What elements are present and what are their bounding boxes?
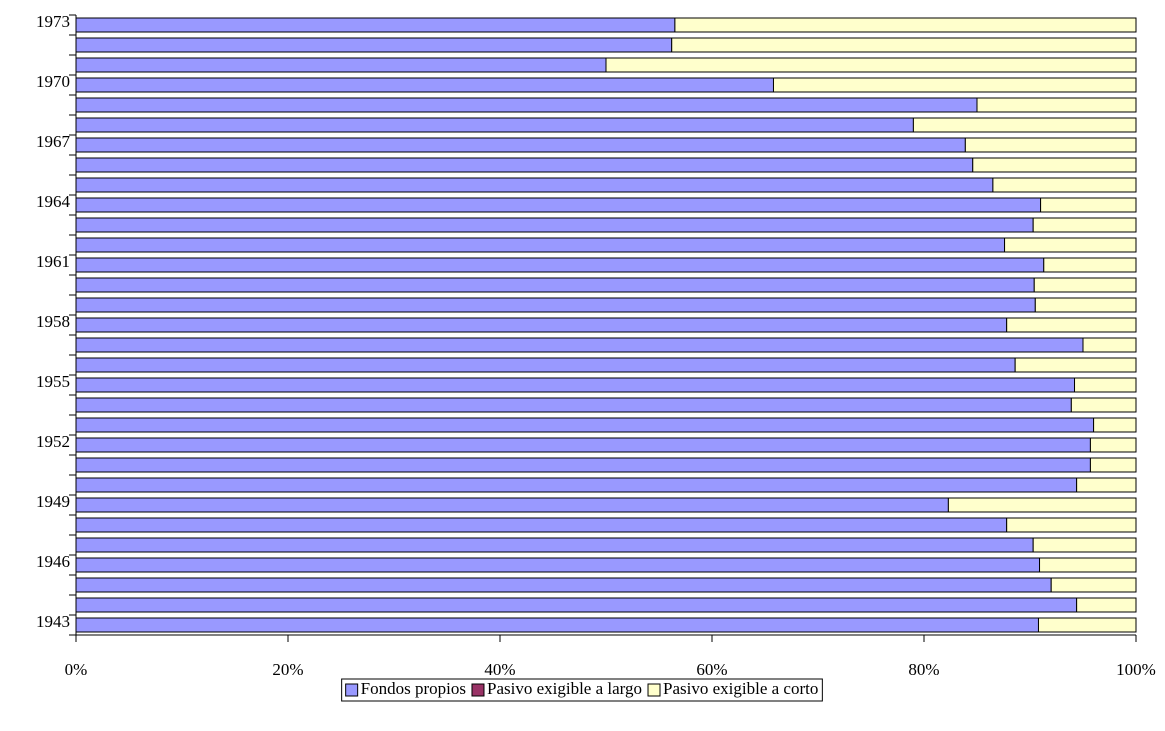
bar-segment xyxy=(605,57,1137,73)
bar-segment xyxy=(912,117,1137,133)
bar-segment xyxy=(1093,417,1137,433)
legend-box xyxy=(341,678,823,702)
bar-segment xyxy=(75,177,994,193)
bar-segment xyxy=(1089,437,1137,453)
bar-segment xyxy=(1076,477,1137,493)
legend-label: Fondos propios xyxy=(361,679,466,698)
bar-segment xyxy=(75,57,607,73)
bar-segment xyxy=(1050,577,1137,593)
y-tick-label: 1967 xyxy=(36,132,71,151)
bar-segment xyxy=(75,537,1034,553)
bar-segment xyxy=(992,177,1137,193)
bar-segment xyxy=(75,197,1042,213)
y-tick-label: 1964 xyxy=(36,192,71,211)
bar-segment xyxy=(75,577,1052,593)
bar-segment xyxy=(976,97,1137,113)
bar-segment xyxy=(75,17,676,33)
bar-segment xyxy=(1034,297,1137,313)
bar-segment xyxy=(75,277,1035,293)
bar-segment xyxy=(75,597,1078,613)
y-tick-label: 1955 xyxy=(36,372,70,391)
x-tick-label: 40% xyxy=(484,660,515,679)
bar-segment xyxy=(75,557,1041,573)
bar-segment xyxy=(75,457,1091,473)
bar-segment xyxy=(75,437,1091,453)
bar-segment xyxy=(674,17,1137,33)
x-tick-label: 0% xyxy=(65,660,88,679)
y-tick-label: 1961 xyxy=(36,252,70,271)
x-tick-label: 80% xyxy=(908,660,939,679)
bar-segment xyxy=(1040,197,1137,213)
bar-segment xyxy=(1070,397,1137,413)
bar-segment xyxy=(1082,337,1137,353)
legend: Fondos propios Pasivo exigible a largo Pas… xyxy=(341,678,823,702)
y-tick-label: 1943 xyxy=(36,612,70,631)
bar-segment xyxy=(75,297,1036,313)
legend-label: Pasivo exigible a largo xyxy=(487,679,642,698)
bar-segment xyxy=(75,257,1045,273)
bar-segment xyxy=(75,117,914,133)
bar-segment xyxy=(1076,597,1137,613)
bar-segment xyxy=(947,497,1137,513)
bar-segment xyxy=(75,477,1078,493)
y-tick-label: 1949 xyxy=(36,492,70,511)
legend-swatch xyxy=(647,683,661,697)
y-tick-label: 1946 xyxy=(36,552,70,571)
bar-segment xyxy=(75,217,1034,233)
bar-segment xyxy=(75,37,673,53)
y-tick-label: 1952 xyxy=(36,432,70,451)
legend-label: Pasivo exigible a corto xyxy=(663,679,818,698)
y-tick-label: 1958 xyxy=(36,312,70,331)
y-tick-label: 1973 xyxy=(36,12,70,31)
bar-segment xyxy=(75,497,949,513)
bar-segment xyxy=(75,397,1072,413)
legend-swatch xyxy=(471,683,485,697)
bar-segment xyxy=(1043,257,1137,273)
bar-segment xyxy=(1033,277,1137,293)
bar-segment xyxy=(75,357,1016,373)
bar-segment xyxy=(772,77,1137,93)
bar-segment xyxy=(75,517,1008,533)
bar-segment xyxy=(1004,237,1137,253)
bar-segment xyxy=(964,137,1137,153)
bar-segment xyxy=(1089,457,1137,473)
y-tick-label: 1970 xyxy=(36,72,70,91)
x-tick-label: 100% xyxy=(1116,660,1156,679)
bar-segment xyxy=(75,417,1095,433)
bar-segment xyxy=(1006,517,1137,533)
bar-segment xyxy=(1039,557,1137,573)
bar-segment xyxy=(75,137,966,153)
bar-segment xyxy=(1074,377,1137,393)
bar-segment xyxy=(1032,217,1137,233)
bar-segment xyxy=(75,157,974,173)
bar-segment xyxy=(671,37,1137,53)
bar-segment xyxy=(972,157,1137,173)
bar-segment xyxy=(75,617,1039,633)
bar-segment xyxy=(1032,537,1137,553)
bar-segment xyxy=(75,77,774,93)
bar-segment xyxy=(1014,357,1137,373)
legend-swatch xyxy=(345,683,359,697)
bar-segment xyxy=(75,337,1084,353)
x-tick-label: 60% xyxy=(696,660,727,679)
bar-segment xyxy=(75,377,1076,393)
bar-segment xyxy=(75,97,978,113)
bar-segment xyxy=(75,237,1006,253)
x-tick-label: 20% xyxy=(272,660,303,679)
bar-segment xyxy=(75,317,1008,333)
bar-segment xyxy=(1006,317,1137,333)
bar-segment xyxy=(1037,617,1137,633)
